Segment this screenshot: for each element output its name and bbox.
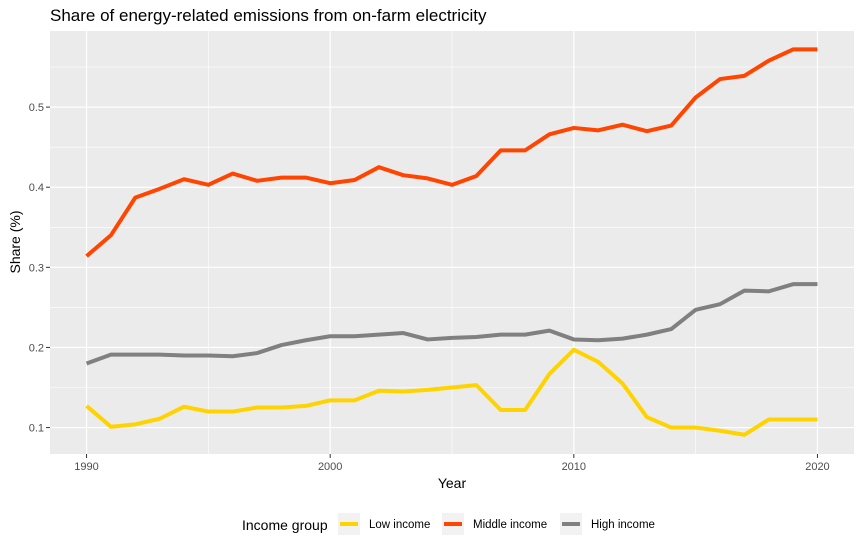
y-tick-label: 0.4 xyxy=(29,182,44,194)
series-line-high-income xyxy=(85,282,818,366)
x-tick-label: 2000 xyxy=(318,461,342,473)
series-line-low-income xyxy=(85,347,818,437)
x-tick-label: 2010 xyxy=(562,461,586,473)
x-axis-title: Year xyxy=(438,475,467,491)
legend-label-middle-income: Middle income xyxy=(473,519,547,531)
series-lines xyxy=(85,47,818,437)
major-gridlines xyxy=(50,31,854,454)
legend-label-high-income: High income xyxy=(591,519,655,531)
legend-title: Income group xyxy=(242,517,328,533)
legend-label-low-income: Low income xyxy=(369,519,430,531)
y-tick-label: 0.2 xyxy=(29,342,44,354)
chart-title: Share of energy-related emissions from o… xyxy=(50,6,487,25)
x-axis-ticks: 1990 2000 2010 2020 xyxy=(74,454,830,473)
y-tick-label: 0.3 xyxy=(29,262,44,274)
y-axis-ticks: 0.1 0.2 0.3 0.4 0.5 xyxy=(29,102,50,435)
x-tick-label: 2020 xyxy=(805,461,829,473)
y-tick-label: 0.1 xyxy=(29,423,44,435)
legend: Income group Low income Middle income High… xyxy=(242,513,655,535)
series-line-middle-income xyxy=(85,47,818,258)
y-axis-title: Share (%) xyxy=(7,210,23,273)
x-tick-label: 1990 xyxy=(74,461,98,473)
y-tick-label: 0.5 xyxy=(29,102,44,114)
